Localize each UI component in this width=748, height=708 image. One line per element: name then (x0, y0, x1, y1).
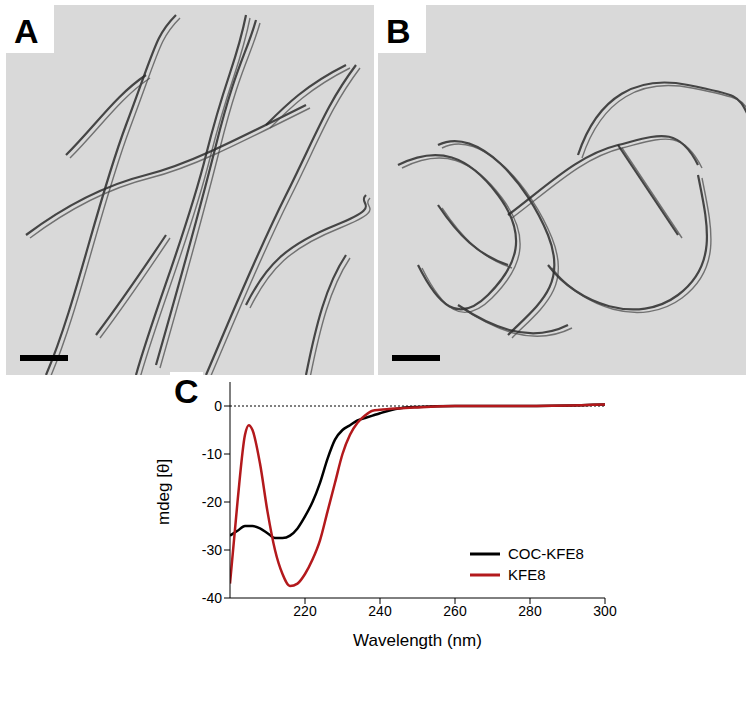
svg-text:A: A (14, 12, 39, 50)
html-text:C: C (174, 372, 199, 410)
svg-text:260: 260 (443, 603, 467, 619)
svg-text:-10: -10 (202, 446, 222, 462)
svg-text:240: 240 (368, 603, 392, 619)
svg-text:B: B (386, 12, 411, 50)
svg-text:280: 280 (518, 603, 542, 619)
html-text:KFE8: KFE8 (508, 566, 546, 583)
svg-text:-20: -20 (202, 494, 222, 510)
svg-text:mdeg [θ]: mdeg [θ] (154, 459, 173, 525)
svg-text:-40: -40 (202, 590, 222, 606)
svg-text:Wavelength (nm): Wavelength (nm) (353, 631, 482, 650)
svg-text:0: 0 (214, 398, 222, 414)
html-text:COC-KFE8: COC-KFE8 (508, 545, 584, 562)
svg-text:300: 300 (593, 603, 617, 619)
svg-text:-30: -30 (202, 542, 222, 558)
svg-text:220: 220 (293, 603, 317, 619)
